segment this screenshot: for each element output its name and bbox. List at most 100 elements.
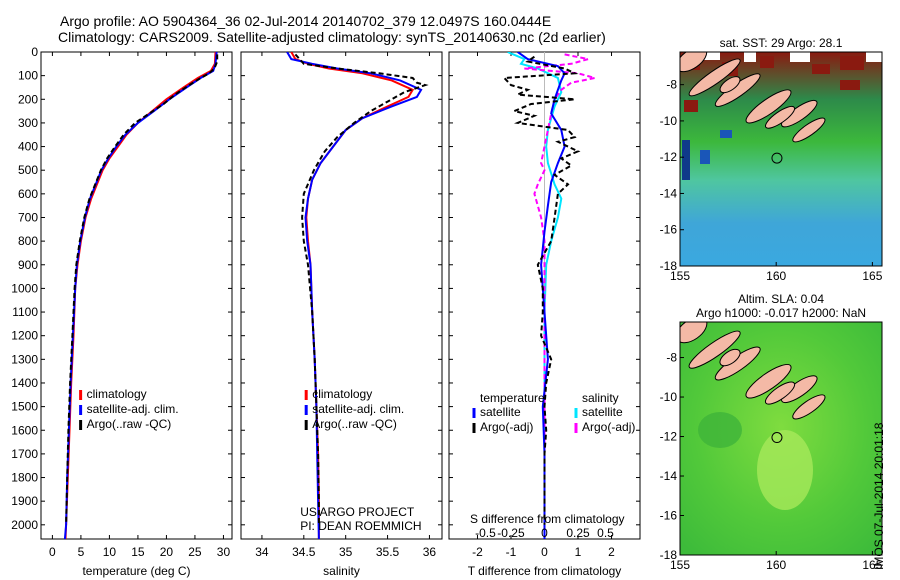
depth-tick-label: 900 — [18, 258, 38, 272]
figure-title-line2: Climatology: CARS2009. Satellite-adjuste… — [58, 29, 606, 45]
argo-line — [294, 53, 429, 525]
legend-label: satellite-adj. clim. — [87, 402, 179, 416]
depth-tick-label: 400 — [18, 140, 38, 154]
legend-label: Argo(-adj) — [480, 420, 533, 434]
x-tick-label: -2 — [472, 545, 483, 559]
sst-patch — [840, 80, 860, 90]
island-shape — [680, 52, 708, 73]
legend-label: satellite-adj. clim. — [312, 402, 404, 416]
map-x-tick-label: 155 — [670, 558, 690, 572]
temperature-plot-frame — [40, 51, 233, 540]
map-features — [680, 322, 826, 510]
x-tick-label: 30 — [217, 545, 231, 559]
difference-series — [502, 52, 596, 539]
sst-patch — [684, 100, 698, 112]
temperature-panel: 0100200300400500600700800900100011001200… — [11, 45, 233, 578]
depth-tick-label: 1700 — [11, 447, 38, 461]
temperature-series — [63, 52, 219, 539]
island-shape — [688, 58, 741, 97]
legend-label: climatology — [312, 387, 372, 401]
sst-patch — [700, 52, 720, 60]
sst-patch — [682, 140, 690, 180]
figure-title-line1: Argo profile: AO 5904364_36 02-Jul-2014 … — [60, 13, 552, 29]
depth-tick-label: 1600 — [11, 423, 38, 437]
difference-panel: -2 -1 0 1 2 T difference from climatology temp… — [448, 51, 641, 578]
sst-patch — [720, 130, 732, 138]
x-tick-label: -1 — [506, 545, 517, 559]
depth-tick-label: 100 — [18, 69, 38, 83]
top-tick-label: 0.25 — [566, 526, 590, 540]
salinity-argo-line — [524, 53, 596, 525]
sla-map-subtitle: Argo h1000: -0.017 h2000: NaN — [696, 306, 866, 320]
island-shape — [680, 322, 708, 344]
salinity-xlabel: salinity — [323, 564, 360, 578]
depth-tick-label: 1000 — [11, 281, 38, 295]
depth-tick-label: 1400 — [11, 376, 38, 390]
salinity-panel: 34 34.5 35 35.5 36 salinity climatologysatelli… — [240, 51, 443, 578]
depth-tick-label: 1900 — [11, 494, 38, 508]
depth-tick-label: 1200 — [11, 329, 38, 343]
map-y-tick-label: -16 — [660, 223, 678, 237]
x-tick-label: 20 — [160, 545, 174, 559]
x-tick-label: 2 — [608, 545, 615, 559]
top-tick-label: -0.25 — [497, 526, 525, 540]
map-y-tick-label: -8 — [666, 78, 677, 92]
depth-tick-label: 1500 — [11, 400, 38, 414]
island-shape — [764, 381, 796, 405]
map-y-tick-label: -10 — [660, 390, 678, 404]
timestamp-stamp: IMOS 07-Jul-2014 20:01:18 — [872, 422, 886, 570]
temperature-satellite-line — [517, 52, 566, 539]
salinity-plot-frame — [240, 51, 443, 540]
sst-map: 155 160 165 -8 -10 -12 -14 -16 -18 sat. SST: 29 A… — [660, 36, 883, 283]
depth-tick-label: 600 — [18, 187, 38, 201]
sla-high-anomaly — [757, 430, 813, 510]
temperature-argo-line — [502, 55, 581, 525]
depth-tick-label: 300 — [18, 116, 38, 130]
map-y-tick-label: -18 — [660, 259, 678, 273]
x-tick-label: 0 — [541, 545, 548, 559]
map-y-tick-label: -12 — [660, 150, 678, 164]
legend-title-salinity: salinity — [582, 391, 619, 405]
map-x-tick-label: 160 — [766, 558, 786, 572]
sst-patch — [812, 64, 830, 74]
map-x-tick-label: 160 — [766, 269, 786, 283]
island-shape — [688, 330, 741, 369]
top-tick-label: -0.5 — [475, 526, 496, 540]
sla-low-anomaly — [698, 412, 742, 448]
map-features — [680, 52, 882, 180]
legend-label: Argo(-adj) — [582, 420, 635, 434]
island-shape — [765, 105, 796, 129]
map-x-tick-label: 165 — [862, 558, 882, 572]
depth-tick-label: 800 — [18, 234, 38, 248]
sst-map-title: sat. SST: 29 Argo: 28.1 — [720, 36, 843, 50]
island-shape — [792, 117, 826, 143]
credit-pi: PI: DEAN ROEMMICH — [300, 519, 421, 533]
map-y-tick-label: -8 — [666, 351, 677, 365]
x-tick-label: 35.5 — [376, 545, 400, 559]
map-frame — [679, 51, 883, 267]
depth-tick-label: 1100 — [12, 305, 38, 319]
salinity-diff-axis-label: S difference from climatology — [470, 512, 625, 526]
island-shape — [745, 363, 792, 399]
x-tick-label: 34.5 — [292, 545, 316, 559]
depth-tick-label: 500 — [18, 163, 38, 177]
x-tick-label: 10 — [103, 545, 117, 559]
island-shape — [719, 76, 741, 94]
sst-patch — [700, 150, 710, 164]
depth-tick-label: 200 — [18, 92, 38, 106]
sla-map: 155 160 165 -8 -10 -12 -14 -16 -18 Altim. SLA: 0.… — [660, 292, 883, 572]
sst-patch — [744, 52, 756, 62]
legend-label: satellite — [480, 405, 521, 419]
x-tick-label: 1 — [575, 545, 582, 559]
sst-patch — [790, 52, 810, 62]
island-shape — [719, 348, 741, 367]
map-y-tick-label: -16 — [660, 509, 678, 523]
argo-position-marker — [771, 432, 783, 444]
map-x-tick-label: 165 — [862, 269, 882, 283]
depth-tick-label: 1300 — [11, 352, 38, 366]
credit-project: US ARGO PROJECT — [300, 505, 415, 519]
map-y-tick-label: -12 — [660, 430, 678, 444]
depth-tick-label: 700 — [18, 210, 38, 224]
map-y-tick-label: -10 — [660, 114, 678, 128]
island-shape — [745, 89, 792, 124]
